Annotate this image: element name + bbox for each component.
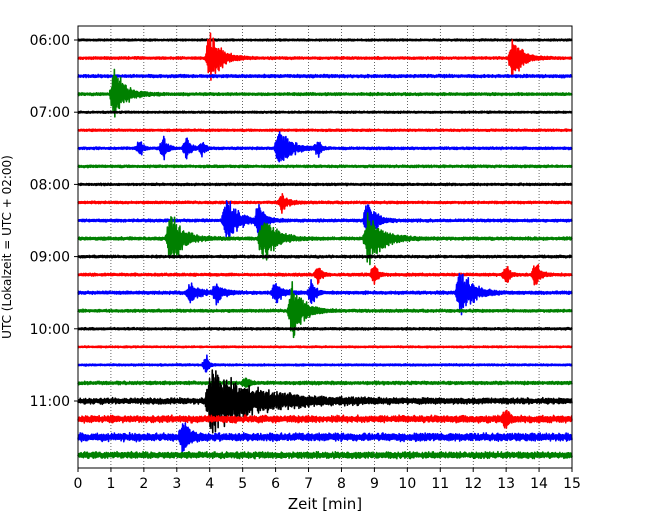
- x-tick-label: 11: [431, 476, 449, 492]
- x-tick-label: 13: [497, 476, 515, 492]
- trace-line: [77, 272, 573, 316]
- x-tick-label: 8: [337, 476, 346, 492]
- x-tick-label: 1: [106, 476, 115, 492]
- trace-line: [77, 263, 573, 286]
- y-tick-label: 06:00: [30, 33, 70, 49]
- plot-frame: [77, 25, 573, 469]
- y-tick-label: 08:00: [30, 177, 70, 193]
- x-tick-label: 4: [205, 476, 214, 492]
- x-axis-label: Zeit [min]: [288, 495, 362, 513]
- trace-line: [77, 110, 573, 115]
- x-tick-label: 6: [271, 476, 280, 492]
- trace-line: [77, 422, 573, 453]
- y-tick-label: 11:00: [30, 394, 70, 410]
- x-tick-label: 2: [139, 476, 148, 492]
- trace-line: [77, 32, 573, 81]
- y-axis-label: UTC (Lokalzeit = UTC + 02:00): [0, 155, 14, 339]
- y-tick-label: 07:00: [30, 105, 70, 121]
- y-tick-label: 09:00: [30, 250, 70, 266]
- trace-line: [77, 68, 573, 118]
- x-tick-label: 0: [74, 476, 83, 492]
- trace-line: [77, 254, 573, 259]
- trace-line: [77, 182, 573, 187]
- trace-line: [77, 377, 573, 389]
- x-tick-label: 14: [530, 476, 548, 492]
- trace-line: [77, 345, 573, 349]
- trace-line: [77, 131, 573, 163]
- x-tick-label: 12: [464, 476, 482, 492]
- trace-line: [77, 73, 573, 79]
- x-tick-label: 5: [238, 476, 247, 492]
- trace-line: [77, 354, 573, 373]
- x-tick-label: 15: [563, 476, 581, 492]
- x-tick-label: 7: [304, 476, 313, 492]
- trace-line: [77, 38, 573, 42]
- trace-line: [77, 128, 573, 133]
- trace-line: [77, 450, 573, 460]
- trace-line: [77, 326, 573, 331]
- x-tick-label: 9: [370, 476, 379, 492]
- seismic-traces: [77, 32, 573, 460]
- y-tick-label: 10:00: [30, 322, 70, 338]
- x-axis-ticks: 0 1 2 3 4 5 6 7 8 9 10 11 12 13 14 15: [74, 468, 581, 492]
- y-axis-ticks: 06:00 07:00 08:00 09:00 10:00 11:00: [30, 33, 78, 410]
- trace-line: [77, 212, 573, 266]
- trace-line: [77, 192, 573, 214]
- x-tick-label: 10: [398, 476, 416, 492]
- trace-line: [77, 409, 573, 429]
- plot-background: [78, 26, 572, 468]
- x-tick-label: 3: [172, 476, 181, 492]
- trace-line: [77, 200, 573, 241]
- trace-line: [77, 164, 573, 169]
- trace-line: [77, 369, 573, 434]
- trace-line: [77, 281, 573, 339]
